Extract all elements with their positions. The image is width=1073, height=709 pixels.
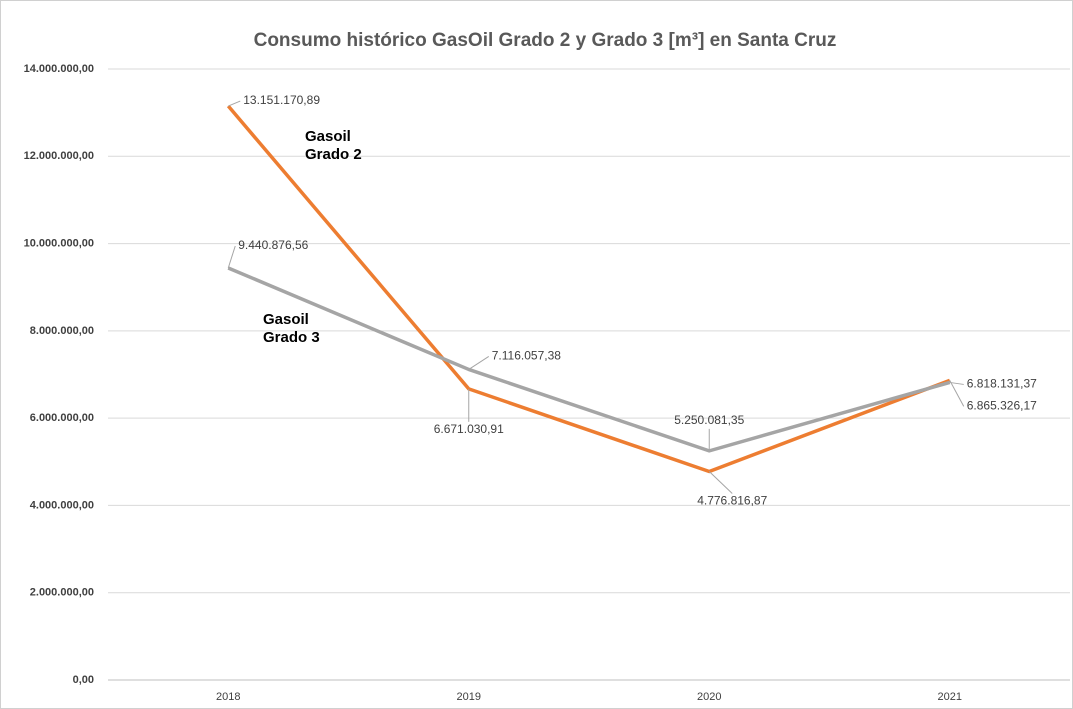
- y-tick-label: 14.000.000,00: [24, 63, 94, 75]
- leader-line: [949, 381, 964, 385]
- y-tick-label: 6.000.000,00: [30, 412, 94, 424]
- data-label: 13.151.170,89: [243, 93, 320, 107]
- data-label: 6.818.131,37: [967, 377, 1037, 391]
- series-label: Gasoil Grado 2: [305, 128, 362, 163]
- series-line: [227, 266, 951, 453]
- leader-line: [468, 356, 490, 370]
- chart-title: Consumo histórico GasOil Grado 2 y Grado…: [254, 30, 837, 51]
- data-label: 9.440.876,56: [238, 238, 308, 252]
- leader-line: [227, 245, 236, 269]
- series-line: [226, 104, 951, 474]
- x-tick-label: 2019: [457, 691, 481, 703]
- x-tick-label: 2021: [938, 691, 962, 703]
- y-tick-label: 8.000.000,00: [30, 325, 94, 337]
- y-tick-label: 2.000.000,00: [30, 587, 94, 599]
- leader-line: [949, 380, 965, 407]
- data-label: 5.250.081,35: [674, 413, 744, 427]
- x-tick-label: 2018: [216, 691, 240, 703]
- y-tick-label: 10.000.000,00: [24, 237, 94, 249]
- y-tick-label: 0,00: [73, 674, 94, 686]
- y-tick-label: 4.000.000,00: [30, 499, 94, 511]
- y-tick-label: 12.000.000,00: [24, 150, 94, 162]
- data-label: 7.116.057,38: [492, 349, 562, 363]
- x-tick-label: 2020: [697, 691, 721, 703]
- data-label: 4.776.816,87: [697, 494, 767, 508]
- series-label: Gasoil Grado 3: [263, 311, 320, 346]
- data-label: 6.671.030,91: [434, 422, 504, 436]
- leader-line: [708, 471, 733, 494]
- leader-line: [228, 100, 241, 107]
- data-label: 6.865.326,17: [967, 399, 1037, 413]
